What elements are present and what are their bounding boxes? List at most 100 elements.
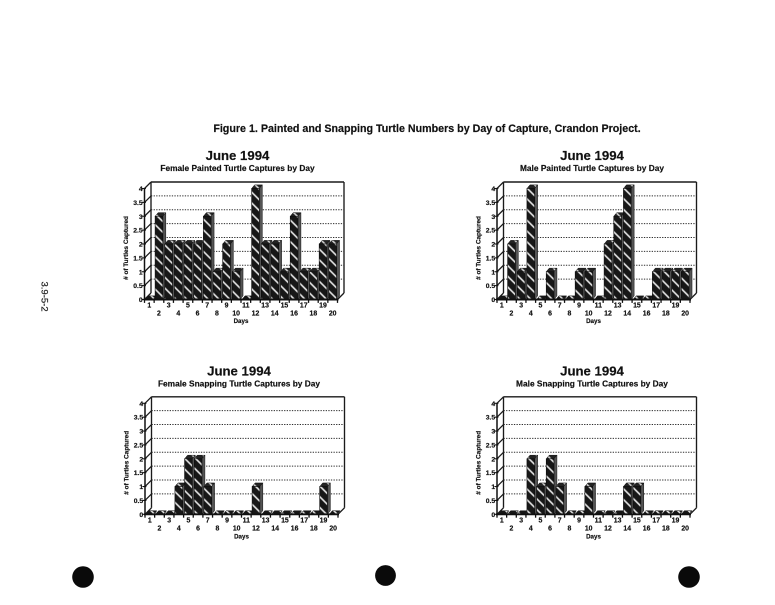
svg-text:17: 17 bbox=[652, 303, 660, 310]
svg-text:20: 20 bbox=[329, 525, 337, 532]
svg-text:20: 20 bbox=[681, 310, 689, 317]
svg-text:16: 16 bbox=[290, 310, 298, 317]
svg-text:1: 1 bbox=[491, 484, 495, 491]
svg-text:5: 5 bbox=[186, 303, 190, 310]
svg-text:2: 2 bbox=[510, 525, 514, 532]
svg-text:Male Snapping Turtle Captures: Male Snapping Turtle Captures by Day bbox=[516, 379, 668, 389]
svg-text:11: 11 bbox=[243, 517, 250, 524]
svg-text:6: 6 bbox=[196, 310, 200, 317]
svg-text:16: 16 bbox=[643, 525, 651, 532]
svg-text:2: 2 bbox=[139, 242, 143, 249]
svg-text:June 1994: June 1994 bbox=[207, 364, 271, 379]
svg-text:10: 10 bbox=[585, 310, 593, 317]
svg-text:15: 15 bbox=[633, 517, 641, 524]
svg-text:4: 4 bbox=[139, 401, 143, 408]
svg-text:7: 7 bbox=[206, 517, 210, 524]
svg-text:5: 5 bbox=[187, 517, 191, 524]
svg-text:14: 14 bbox=[271, 310, 279, 317]
svg-text:0: 0 bbox=[139, 512, 143, 519]
svg-text:3.5: 3.5 bbox=[133, 200, 143, 207]
svg-text:2.5: 2.5 bbox=[486, 442, 496, 449]
svg-text:20: 20 bbox=[329, 310, 337, 317]
svg-text:19: 19 bbox=[672, 303, 680, 310]
svg-text:6: 6 bbox=[548, 310, 552, 317]
svg-text:9: 9 bbox=[577, 303, 581, 310]
svg-text:2: 2 bbox=[157, 310, 161, 317]
svg-text:3: 3 bbox=[167, 303, 171, 310]
svg-text:15: 15 bbox=[281, 517, 289, 524]
svg-text:13: 13 bbox=[614, 303, 622, 310]
svg-text:1.5: 1.5 bbox=[486, 470, 496, 477]
svg-text:9: 9 bbox=[225, 303, 229, 310]
svg-text:2: 2 bbox=[139, 456, 143, 463]
svg-text:2: 2 bbox=[491, 242, 495, 249]
svg-text:5: 5 bbox=[538, 303, 542, 310]
svg-text:Male Painted Turtle Captures b: Male Painted Turtle Captures by Day bbox=[520, 163, 664, 173]
svg-text:Female Painted Turtle Captures: Female Painted Turtle Captures by Day bbox=[160, 163, 315, 173]
svg-text:3.5: 3.5 bbox=[486, 415, 496, 422]
svg-text:18: 18 bbox=[662, 525, 670, 532]
svg-text:11: 11 bbox=[242, 303, 249, 310]
svg-text:1.5: 1.5 bbox=[486, 255, 496, 262]
svg-text:Female Snapping Turtle Capture: Female Snapping Turtle Captures by Day bbox=[158, 379, 320, 389]
svg-text:13: 13 bbox=[614, 517, 622, 524]
svg-text:9: 9 bbox=[577, 517, 581, 524]
svg-text:# of Turtles Captured: # of Turtles Captured bbox=[476, 216, 483, 280]
svg-text:12: 12 bbox=[604, 525, 612, 532]
svg-text:2.5: 2.5 bbox=[133, 228, 143, 235]
svg-text:# of Turtles Captured: # of Turtles Captured bbox=[476, 431, 483, 495]
svg-text:14: 14 bbox=[271, 525, 279, 532]
svg-text:4: 4 bbox=[529, 525, 533, 532]
svg-text:13: 13 bbox=[261, 303, 269, 310]
svg-text:1: 1 bbox=[139, 484, 143, 491]
svg-text:18: 18 bbox=[310, 310, 318, 317]
svg-text:# of Turtles Captured: # of Turtles Captured bbox=[123, 216, 130, 280]
svg-text:0.5: 0.5 bbox=[133, 283, 143, 290]
svg-text:18: 18 bbox=[310, 525, 318, 532]
svg-text:2: 2 bbox=[491, 456, 495, 463]
svg-text:0: 0 bbox=[139, 297, 143, 304]
svg-text:10: 10 bbox=[232, 310, 240, 317]
svg-text:12: 12 bbox=[604, 310, 612, 317]
svg-text:5: 5 bbox=[538, 517, 542, 524]
svg-text:Figure 1. Painted and Snapping: Figure 1. Painted and Snapping Turtle Nu… bbox=[213, 123, 640, 135]
svg-text:20: 20 bbox=[681, 525, 689, 532]
svg-text:0.5: 0.5 bbox=[486, 283, 496, 290]
svg-text:19: 19 bbox=[319, 303, 327, 310]
svg-text:4: 4 bbox=[176, 310, 180, 317]
svg-text:# of Turtles Captured: # of Turtles Captured bbox=[124, 431, 131, 495]
svg-text:11: 11 bbox=[595, 303, 602, 310]
svg-text:Days: Days bbox=[586, 533, 601, 540]
svg-text:3: 3 bbox=[491, 429, 495, 436]
svg-text:18: 18 bbox=[662, 310, 670, 317]
svg-text:0: 0 bbox=[491, 512, 495, 519]
svg-text:Days: Days bbox=[586, 318, 601, 325]
svg-text:1.5: 1.5 bbox=[134, 470, 144, 477]
svg-text:15: 15 bbox=[633, 303, 641, 310]
svg-text:0.5: 0.5 bbox=[486, 498, 496, 505]
svg-text:2: 2 bbox=[158, 525, 162, 532]
svg-text:7: 7 bbox=[558, 303, 562, 310]
svg-text:6: 6 bbox=[548, 525, 552, 532]
svg-text:14: 14 bbox=[623, 525, 631, 532]
svg-text:3: 3 bbox=[167, 517, 171, 524]
svg-text:Days: Days bbox=[234, 533, 249, 540]
svg-text:1: 1 bbox=[147, 303, 151, 310]
svg-text:17: 17 bbox=[300, 517, 308, 524]
svg-text:2: 2 bbox=[510, 310, 514, 317]
svg-text:4: 4 bbox=[177, 525, 181, 532]
svg-text:10: 10 bbox=[233, 525, 241, 532]
svg-text:8: 8 bbox=[215, 310, 219, 317]
svg-text:19: 19 bbox=[320, 517, 328, 524]
svg-text:6: 6 bbox=[196, 525, 200, 532]
svg-text:3: 3 bbox=[491, 214, 495, 221]
svg-text:4: 4 bbox=[491, 186, 495, 193]
svg-text:19: 19 bbox=[672, 517, 680, 524]
svg-text:June 1994: June 1994 bbox=[560, 148, 624, 163]
svg-text:16: 16 bbox=[643, 310, 651, 317]
svg-text:15: 15 bbox=[281, 303, 289, 310]
svg-text:17: 17 bbox=[652, 517, 660, 524]
svg-text:7: 7 bbox=[558, 517, 562, 524]
svg-text:4: 4 bbox=[491, 401, 495, 408]
svg-text:2.5: 2.5 bbox=[486, 228, 496, 235]
